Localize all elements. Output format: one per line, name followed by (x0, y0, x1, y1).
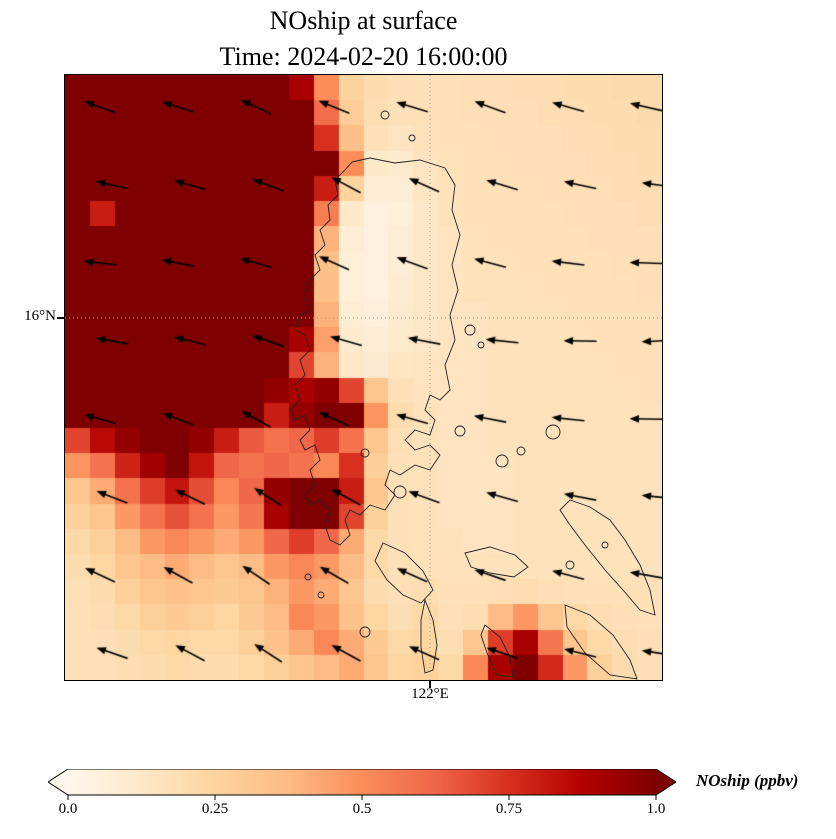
colorbar-tick-label: 0.25 (201, 801, 229, 817)
colorbar-gradient-bar (48, 769, 676, 796)
colorbar-tick-label: 0.75 (495, 801, 523, 817)
colorbar-tick-label: 1.0 (646, 801, 666, 817)
y-tick-label: 16°N (24, 308, 56, 324)
wind-arrows-canvas (65, 75, 662, 680)
x-tick-mark (429, 681, 431, 688)
colorbar-tick-labels: 0.0 0.25 0.5 0.75 1.0 (48, 801, 676, 821)
map-plot-area (64, 74, 663, 681)
colorbar-tick-marks (67, 795, 657, 800)
figure-title: NOship at surface (269, 6, 458, 35)
y-tick-mark (57, 317, 64, 319)
colorbar-tick-label: 0.0 (58, 801, 78, 817)
colorbar-tick-label: 0.5 (352, 801, 372, 817)
x-tick-label: 122°E (411, 686, 449, 702)
figure-subtitle-time: Time: 2024-02-20 16:00:00 (219, 42, 508, 71)
colorbar (48, 769, 676, 800)
colorbar-label: NOship (ppbv) (696, 771, 799, 790)
